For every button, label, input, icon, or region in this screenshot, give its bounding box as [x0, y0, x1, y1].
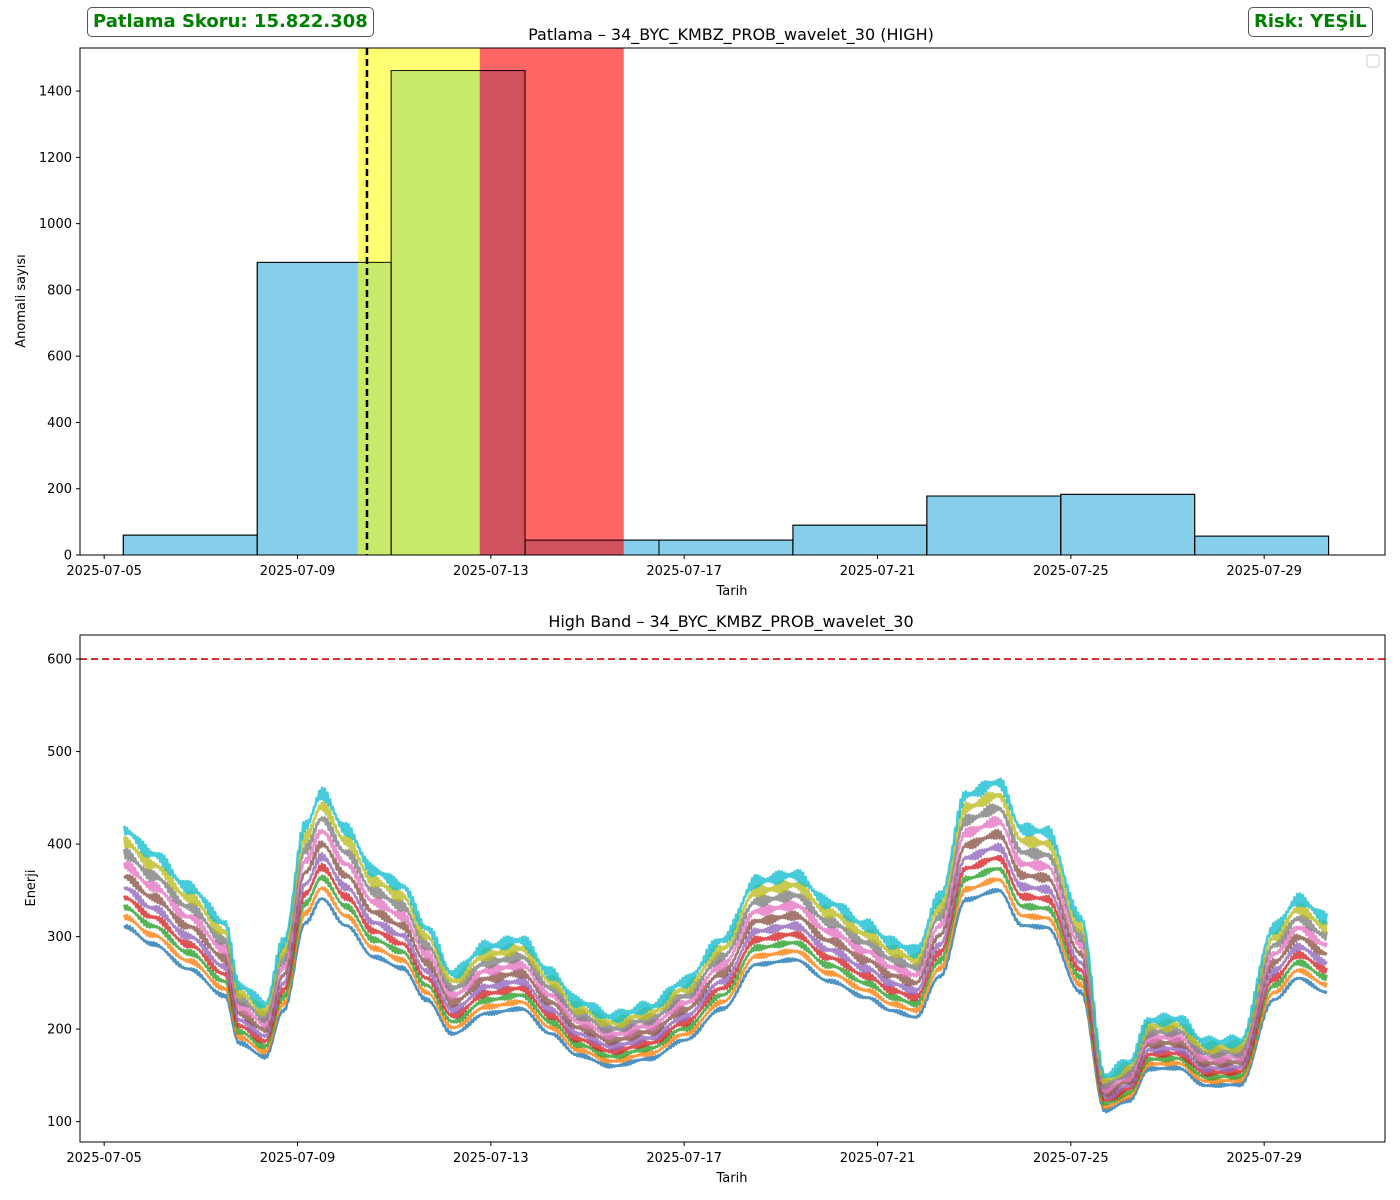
- histogram-xtick-label: 2025-07-21: [840, 564, 916, 579]
- histogram-x-axis: 2025-07-05 2025-07-09 2025-07-13 2025-07-17…: [66, 555, 1302, 579]
- high-band-xtick-label: 2025-07-21: [840, 1151, 916, 1166]
- high-band-y-axis: 100 200 300 400 500 600: [47, 653, 80, 1130]
- high-band-panel: High Band – 34_BYC_KMBZ_PROB_wavelet_30 …: [24, 612, 1386, 1186]
- high-band-xtick-label: 2025-07-05: [66, 1151, 142, 1166]
- high-band-frame: [79, 634, 1386, 1143]
- high-band-xtick-label: 2025-07-25: [1033, 1151, 1109, 1166]
- histogram-xtick-label: 2025-07-09: [260, 564, 336, 579]
- high-band-ytick-label: 500: [47, 745, 72, 760]
- high-band-xtick-label: 2025-07-13: [453, 1151, 529, 1166]
- high-band-xtick-label: 2025-07-09: [260, 1151, 336, 1166]
- histogram-bar: [1194, 535, 1330, 556]
- histogram-y-axis: 0 200 400 600 800 1000 1200 1400: [39, 85, 80, 564]
- histogram-ytick-label: 1000: [39, 217, 72, 232]
- energy-series-line: [123, 866, 1328, 1106]
- high-band-ytick-label: 200: [47, 1023, 72, 1038]
- histogram-xtick-label: 2025-07-13: [453, 564, 529, 579]
- high-band-xlabel: Tarih: [716, 1171, 748, 1186]
- histogram-xtick-label: 2025-07-29: [1226, 564, 1302, 579]
- histogram-xtick-label: 2025-07-05: [66, 564, 142, 579]
- histogram-xtick-label: 2025-07-17: [646, 564, 722, 579]
- high-band-xtick-label: 2025-07-17: [646, 1151, 722, 1166]
- histogram-plot-area: [122, 48, 1330, 556]
- histogram-ytick-label: 600: [47, 350, 72, 365]
- histogram-ytick-label: 1200: [39, 151, 72, 166]
- histogram-frame: [79, 47, 1386, 556]
- highlight-span: [357, 48, 480, 555]
- high-band-ylabel: Enerji: [24, 869, 39, 906]
- energy-series-line: [123, 777, 1328, 1079]
- histogram-ytick-label: 200: [47, 482, 72, 497]
- histogram-title: Patlama – 34_BYC_KMBZ_PROB_wavelet_30 (H…: [528, 25, 934, 45]
- histogram-ytick-label: 400: [47, 416, 72, 431]
- histogram-bar: [926, 495, 1062, 556]
- histogram-bar: [1060, 493, 1196, 556]
- high-band-ytick-label: 300: [47, 930, 72, 945]
- histogram-bar: [792, 524, 928, 556]
- histogram-ytick-label: 800: [47, 283, 72, 298]
- high-band-xtick-label: 2025-07-29: [1226, 1151, 1302, 1166]
- high-band-title: High Band – 34_BYC_KMBZ_PROB_wavelet_30: [548, 612, 913, 632]
- energy-series-line: [123, 854, 1328, 1103]
- histogram-bar: [122, 534, 258, 556]
- risk-label: Risk: YEŞİL: [1254, 11, 1367, 32]
- high-band-plot-area: [80, 658, 1385, 1114]
- high-band-ytick-label: 100: [47, 1115, 72, 1130]
- histogram-xtick-label: 2025-07-25: [1033, 564, 1109, 579]
- high-band-x-axis: 2025-07-05 2025-07-09 2025-07-13 2025-07-17…: [66, 1142, 1302, 1166]
- histogram-ytick-label: 0: [64, 549, 72, 564]
- histogram-ylabel: Anomali sayısı: [14, 254, 29, 348]
- high-band-ytick-label: 400: [47, 838, 72, 853]
- risk-badge: Risk: YEŞİL: [1248, 7, 1373, 37]
- histogram-bar: [658, 539, 794, 556]
- score-badge: Patlama Skoru: 15.822.308: [87, 7, 374, 37]
- score-label: Patlama Skoru: 15.822.308: [93, 11, 368, 32]
- highlight-span: [479, 48, 624, 555]
- high-band-ytick-label: 600: [47, 653, 72, 668]
- histogram-xlabel: Tarih: [716, 584, 748, 599]
- histogram-legend: [1366, 54, 1380, 68]
- histogram-panel: Patlama – 34_BYC_KMBZ_PROB_wavelet_30 (H…: [14, 25, 1386, 599]
- histogram-ytick-label: 1400: [39, 85, 72, 100]
- energy-series-line: [123, 842, 1328, 1100]
